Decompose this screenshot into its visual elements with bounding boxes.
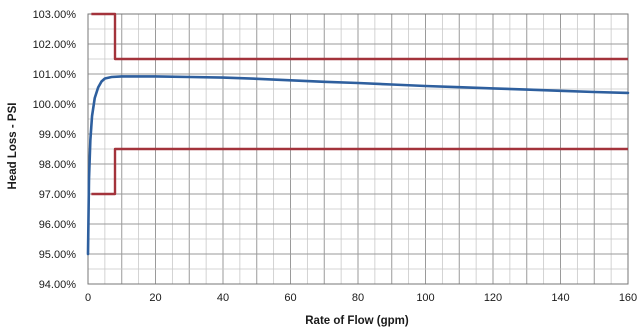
- y-tick-label: 103.00%: [33, 9, 77, 21]
- x-tick-label: 140: [551, 292, 569, 304]
- x-axis-label: Rate of Flow (gpm): [305, 315, 409, 327]
- y-tick-label: 95.00%: [39, 249, 77, 261]
- upper-limit-line: [91, 12, 628, 61]
- x-tick-label: 20: [149, 292, 161, 304]
- head-loss-curve: [86, 75, 630, 256]
- y-tick-label: 102.00%: [33, 39, 77, 51]
- y-tick-label: 94.00%: [39, 279, 77, 291]
- x-tick-label: 40: [217, 292, 229, 304]
- x-tick-label: 100: [416, 292, 434, 304]
- x-tick-label: 120: [484, 292, 502, 304]
- y-tick-label: 101.00%: [33, 69, 77, 81]
- x-tick-label: 160: [619, 292, 637, 304]
- x-tick-label: 0: [85, 292, 91, 304]
- y-tick-label: 98.00%: [39, 159, 77, 171]
- lower-limit-line: [91, 147, 628, 196]
- tick-labels: 0 20 40 60 80 100 120 140 160 94.00% 95.00% 96.00% 9…: [33, 9, 638, 304]
- series-layer: [86, 12, 630, 256]
- x-tick-label: 60: [284, 292, 296, 304]
- y-tick-label: 97.00%: [39, 189, 77, 201]
- y-tick-label: 99.00%: [39, 129, 77, 141]
- y-tick-label: 100.00%: [33, 99, 77, 111]
- y-tick-label: 96.00%: [39, 219, 77, 231]
- x-tick-label: 80: [352, 292, 364, 304]
- y-axis-label: Head Loss - PSI: [7, 103, 19, 190]
